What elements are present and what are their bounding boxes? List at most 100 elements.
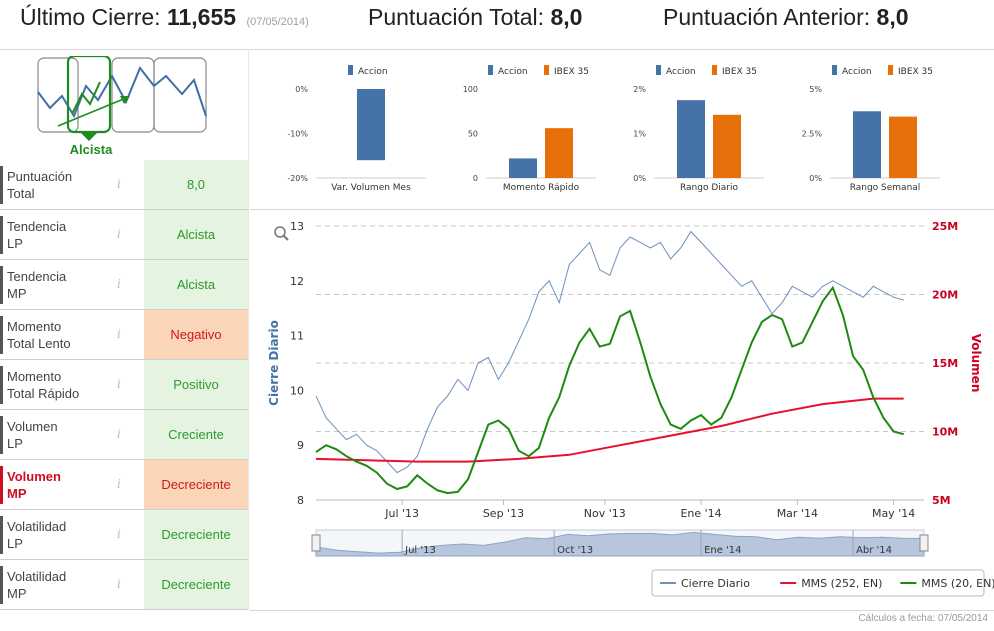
- series-line: [315, 285, 904, 495]
- indicator-label-line1: Volumen: [7, 469, 61, 484]
- panel-divider: [248, 50, 249, 610]
- x-tick-label: Ene '14: [680, 507, 721, 520]
- series-line: [315, 397, 904, 463]
- info-icon[interactable]: i: [117, 227, 121, 241]
- info-icon[interactable]: i: [117, 577, 121, 591]
- indicator-row: Volumen LP i Creciente: [0, 410, 248, 460]
- y-tick-label: 0: [473, 174, 478, 183]
- indicator-row: Puntuación Total i 8,0: [0, 160, 248, 210]
- x-tick-label: Mar '14: [777, 507, 818, 520]
- indicator-label-line2: MP: [7, 586, 27, 601]
- y-tick-label: -20%: [287, 174, 308, 183]
- indicator-label-line2: Total Rápido: [7, 386, 80, 401]
- trend-arrow-head-icon: [120, 96, 130, 104]
- indicator-value: Positivo: [144, 360, 248, 409]
- bar-chart-fast-momentum: Accion IBEX 35 100 50 0 Momento Rápido: [463, 65, 596, 193]
- y-tick-label: 9: [297, 439, 304, 452]
- x-tick-label: Jul '13: [384, 507, 419, 520]
- y2-tick-label: 5M: [932, 494, 951, 507]
- calculation-date: Cálculos a fecha: 07/05/2014: [858, 613, 988, 624]
- legend-swatch: [348, 65, 353, 75]
- indicator-value: Decreciente: [144, 560, 248, 609]
- indicator-label-line2: LP: [7, 236, 23, 251]
- chart-legend: [651, 569, 985, 597]
- row-marker: [0, 266, 3, 304]
- section-divider: [250, 209, 994, 210]
- indicator-label-line1: Tendencia: [7, 219, 67, 234]
- y2-tick-label: 25M: [932, 220, 958, 233]
- x-category-label: Momento Rápido: [503, 183, 580, 193]
- bar: [713, 114, 741, 178]
- legend-label: Accion: [498, 67, 528, 77]
- trend-bull-line: [71, 81, 101, 115]
- last-close-value: 11,655: [166, 4, 237, 30]
- indicator-label-line1: Momento: [7, 369, 62, 384]
- last-close: Último Cierre: 11,655 (07/05/2014): [20, 4, 309, 31]
- trend-sample-line: [37, 66, 207, 119]
- info-icon[interactable]: i: [117, 327, 121, 341]
- row-marker: [0, 466, 3, 504]
- bar-chart-daily-range: Accion IBEX 35 2% 1% 0% Rango Diario: [633, 65, 764, 193]
- trend-box-bull: [66, 56, 112, 134]
- legend-label: IBEX 35: [898, 67, 933, 77]
- trend-arrow-line: [57, 97, 127, 127]
- x-category-label: Rango Diario: [680, 183, 739, 193]
- x-tick-label: Sep '13: [483, 507, 524, 520]
- y-tick-label: 1%: [633, 130, 646, 139]
- indicator-label-line1: Puntuación: [7, 169, 73, 184]
- info-icon[interactable]: i: [117, 177, 121, 191]
- indicator-label-line2: MP: [7, 486, 27, 501]
- indicator-label-line1: Volatilidad: [7, 519, 67, 534]
- indicator-label: Volumen LP: [7, 418, 107, 452]
- y-tick-label: 13: [290, 220, 304, 233]
- last-close-date: (07/05/2014): [246, 16, 309, 28]
- bar: [889, 116, 917, 178]
- y-tick-label: 0%: [295, 85, 308, 94]
- zoom-icon-handle: [283, 235, 289, 241]
- bar-chart-weekly-range: Accion IBEX 35 5% 2.5% 0% Rango Semanal: [802, 65, 940, 193]
- row-marker: [0, 516, 3, 554]
- y-tick-label: 10: [290, 384, 304, 397]
- last-close-label: Último Cierre:: [20, 4, 161, 30]
- price-volume-chart: 5M 10M 15M 20M 25M 8 9 10 11 12 13 Cierre Diario Vol…: [267, 220, 994, 597]
- indicator-label: Momento Total Lento: [7, 318, 107, 352]
- indicator-value: 8,0: [144, 160, 248, 209]
- navigator-area: [315, 531, 925, 557]
- zoom-icon: [274, 226, 286, 238]
- y-tick-label: -10%: [287, 130, 308, 139]
- info-icon[interactable]: i: [117, 427, 121, 441]
- indicator-label: Tendencia LP: [7, 218, 107, 252]
- indicator-label: Volumen MP: [7, 468, 107, 502]
- row-marker: [0, 316, 3, 354]
- indicator-label-line1: Volumen: [7, 419, 58, 434]
- legend-swatch: [544, 65, 549, 75]
- info-icon[interactable]: i: [117, 477, 121, 491]
- previous-score-label: Puntuación Anterior:: [663, 4, 871, 30]
- indicator-label-line1: Volatilidad: [7, 569, 67, 584]
- info-icon[interactable]: i: [117, 277, 121, 291]
- trend-caption: Alcista: [69, 142, 113, 157]
- indicator-value: Alcista: [144, 210, 248, 259]
- info-icon[interactable]: i: [117, 527, 121, 541]
- indicator-row: Momento Total Lento i Negativo: [0, 310, 248, 360]
- x-tick-label: Nov '13: [584, 507, 626, 520]
- y-tick-label: 0%: [633, 174, 646, 183]
- indicator-label-line1: Momento: [7, 319, 62, 334]
- legend-label: Accion: [358, 67, 388, 77]
- legend-swatch: [712, 65, 717, 75]
- navigator-tick-label: Jul '13: [404, 545, 436, 556]
- y-tick-label: 5%: [809, 85, 822, 94]
- navigator-tick-label: Ene '14: [704, 545, 741, 556]
- row-marker: [0, 566, 3, 604]
- indicator-label: Volatilidad LP: [7, 518, 107, 552]
- indicator-label-line2: Total Lento: [7, 336, 71, 351]
- legend-swatch: [832, 65, 837, 75]
- legend-label: IBEX 35: [554, 67, 589, 77]
- series-line: [315, 230, 904, 474]
- info-icon[interactable]: i: [117, 377, 121, 391]
- legend-label: Accion: [842, 67, 872, 77]
- x-tick-label: May '14: [872, 507, 915, 520]
- indicator-value: Creciente: [144, 410, 248, 459]
- legend-label: MMS (252, EN): [801, 577, 882, 590]
- y-tick-label: 0%: [809, 174, 822, 183]
